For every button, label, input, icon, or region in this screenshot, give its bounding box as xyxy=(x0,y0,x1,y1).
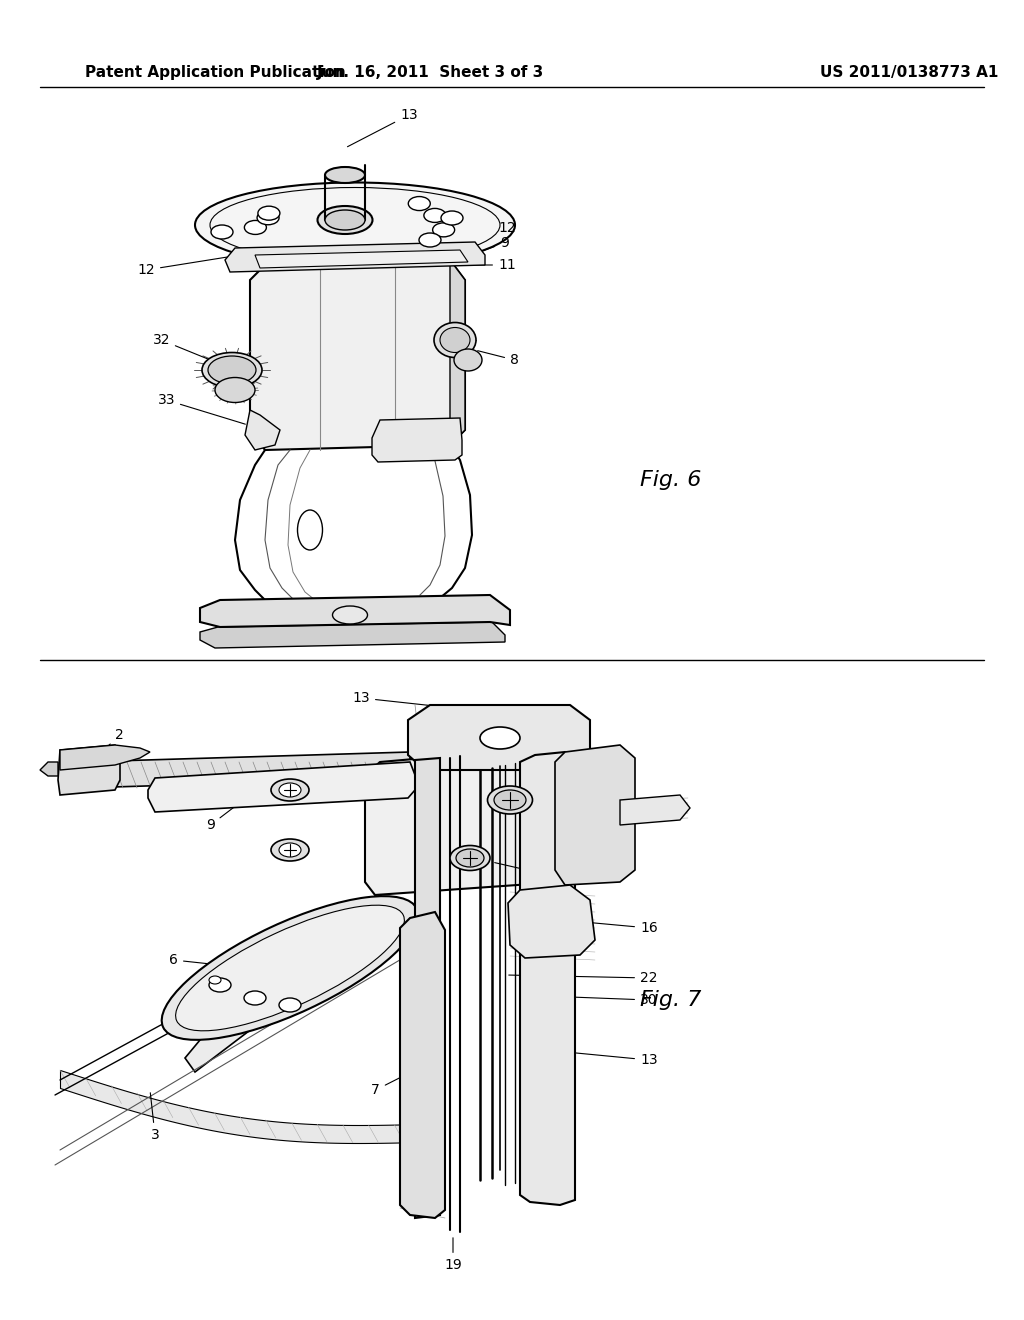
Text: 19: 19 xyxy=(444,1238,462,1272)
Text: 13: 13 xyxy=(347,108,418,147)
Ellipse shape xyxy=(271,840,309,861)
Ellipse shape xyxy=(450,846,490,870)
Ellipse shape xyxy=(432,223,455,236)
Ellipse shape xyxy=(162,896,418,1040)
Polygon shape xyxy=(415,758,440,1218)
Polygon shape xyxy=(555,744,635,884)
Text: 7: 7 xyxy=(372,1067,423,1097)
Ellipse shape xyxy=(298,510,323,550)
Text: 30: 30 xyxy=(521,993,657,1007)
Text: 3: 3 xyxy=(151,1093,160,1142)
Polygon shape xyxy=(185,895,395,1072)
Ellipse shape xyxy=(424,209,445,223)
Text: 20: 20 xyxy=(495,862,557,882)
Text: 9: 9 xyxy=(206,797,248,832)
Text: 33: 33 xyxy=(158,393,246,424)
Polygon shape xyxy=(245,411,280,450)
Polygon shape xyxy=(200,595,510,627)
Ellipse shape xyxy=(434,322,476,358)
Ellipse shape xyxy=(325,210,365,230)
Ellipse shape xyxy=(440,327,470,352)
Ellipse shape xyxy=(456,849,484,867)
Ellipse shape xyxy=(480,727,520,748)
Polygon shape xyxy=(250,260,465,450)
Ellipse shape xyxy=(454,348,482,371)
Text: 22: 22 xyxy=(509,972,657,985)
Ellipse shape xyxy=(419,234,441,247)
Ellipse shape xyxy=(333,606,368,624)
Text: US 2011/0138773 A1: US 2011/0138773 A1 xyxy=(820,65,998,79)
Polygon shape xyxy=(265,252,460,265)
Text: 32: 32 xyxy=(153,333,227,367)
Text: 2: 2 xyxy=(94,729,124,760)
Ellipse shape xyxy=(271,779,309,801)
Text: 9: 9 xyxy=(465,236,509,257)
Ellipse shape xyxy=(209,975,221,983)
Text: Jun. 16, 2011  Sheet 3 of 3: Jun. 16, 2011 Sheet 3 of 3 xyxy=(316,65,544,79)
Polygon shape xyxy=(255,249,468,268)
Text: 6: 6 xyxy=(641,801,677,814)
Text: 13: 13 xyxy=(352,690,487,711)
Ellipse shape xyxy=(244,991,266,1005)
Ellipse shape xyxy=(202,352,262,388)
Ellipse shape xyxy=(279,783,301,797)
Polygon shape xyxy=(372,418,462,462)
Ellipse shape xyxy=(195,182,515,268)
Polygon shape xyxy=(620,795,690,825)
Text: 12: 12 xyxy=(137,256,238,277)
Ellipse shape xyxy=(210,187,500,263)
Ellipse shape xyxy=(487,785,532,814)
Ellipse shape xyxy=(494,789,526,810)
Polygon shape xyxy=(508,884,595,958)
Ellipse shape xyxy=(245,220,266,235)
Ellipse shape xyxy=(211,224,233,239)
Text: 11: 11 xyxy=(453,257,516,272)
Polygon shape xyxy=(200,622,505,648)
Ellipse shape xyxy=(409,197,430,211)
Ellipse shape xyxy=(441,211,463,224)
Polygon shape xyxy=(450,260,465,445)
Text: Patent Application Publication: Patent Application Publication xyxy=(85,65,346,79)
Polygon shape xyxy=(60,744,150,770)
Polygon shape xyxy=(365,748,570,895)
Ellipse shape xyxy=(279,998,301,1012)
Ellipse shape xyxy=(317,206,373,234)
Ellipse shape xyxy=(325,168,365,183)
Ellipse shape xyxy=(279,843,301,857)
Text: 16: 16 xyxy=(565,920,657,935)
Polygon shape xyxy=(80,752,410,788)
Text: 8: 8 xyxy=(477,351,519,367)
Text: 12: 12 xyxy=(442,220,516,247)
Polygon shape xyxy=(58,744,120,795)
Text: Fig. 6: Fig. 6 xyxy=(640,470,701,490)
Text: 8: 8 xyxy=(538,783,604,797)
Ellipse shape xyxy=(175,906,404,1031)
Polygon shape xyxy=(520,752,575,1205)
Text: Fig. 7: Fig. 7 xyxy=(640,990,701,1010)
Ellipse shape xyxy=(215,378,255,403)
Text: 13: 13 xyxy=(548,1051,657,1067)
Text: 7: 7 xyxy=(229,601,272,627)
Ellipse shape xyxy=(257,211,280,224)
Polygon shape xyxy=(225,242,485,272)
Ellipse shape xyxy=(208,356,256,384)
Polygon shape xyxy=(40,762,58,776)
Ellipse shape xyxy=(258,206,280,220)
Polygon shape xyxy=(408,705,590,770)
Polygon shape xyxy=(400,912,445,1218)
Polygon shape xyxy=(148,762,415,812)
Text: 6: 6 xyxy=(169,953,245,968)
Ellipse shape xyxy=(209,978,231,993)
